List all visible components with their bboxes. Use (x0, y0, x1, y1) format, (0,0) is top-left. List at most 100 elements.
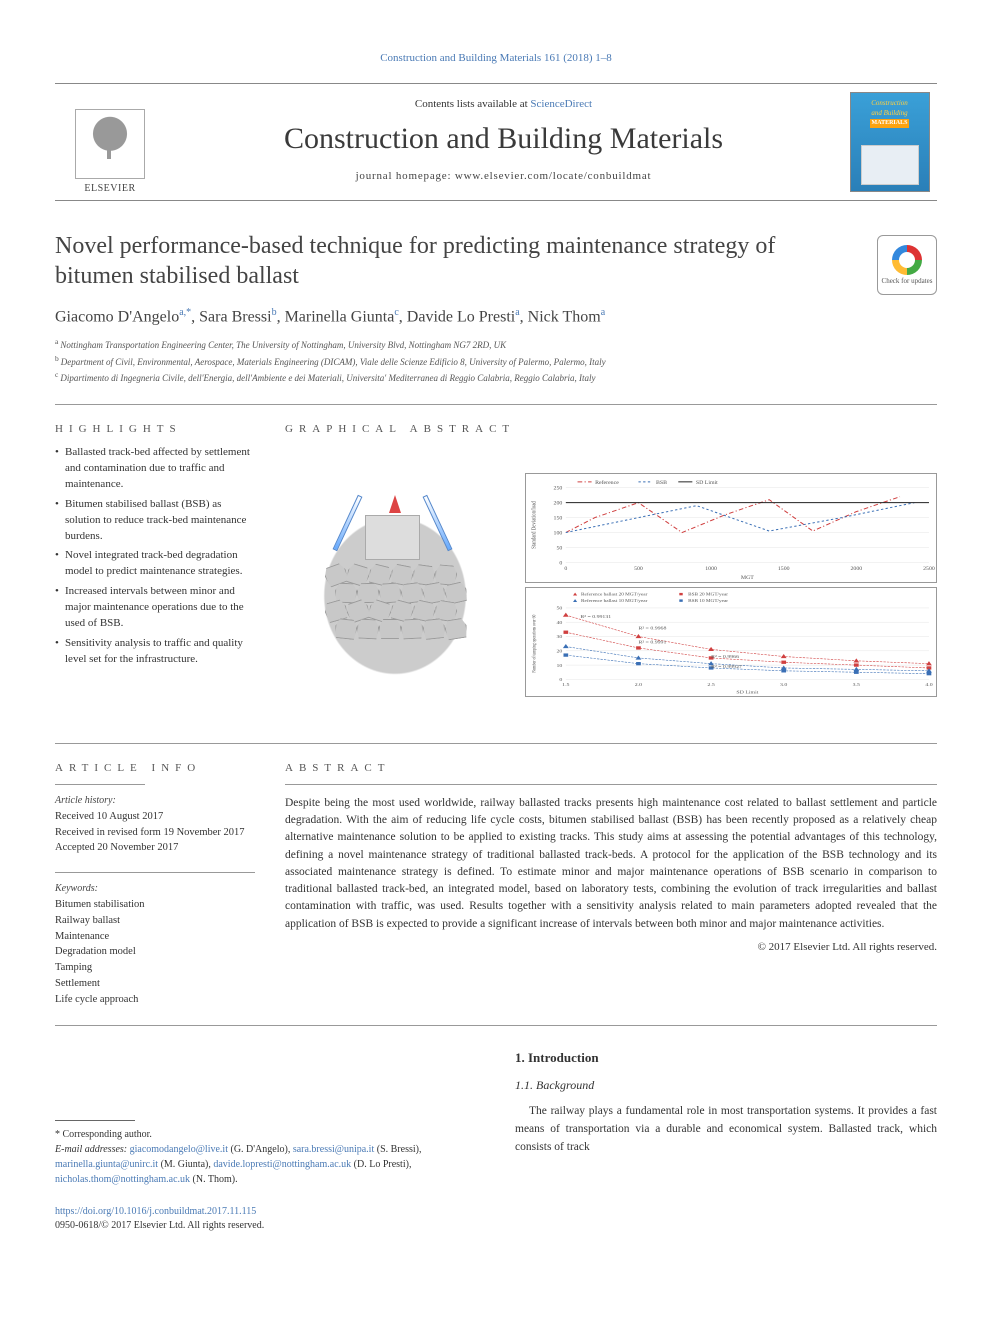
svg-text:2500: 2500 (923, 566, 935, 571)
homepage-url[interactable]: www.elsevier.com/locate/conbuildmat (455, 170, 652, 182)
svg-text:R² = 0.9991: R² = 0.9991 (638, 640, 666, 645)
svg-text:R² = 0.99927: R² = 0.99927 (711, 665, 742, 670)
cover-image-placeholder (861, 145, 919, 185)
email-attribution: (G. D'Angelo) (230, 1144, 287, 1155)
body-paragraph: The railway plays a fundamental role in … (515, 1103, 937, 1156)
svg-text:▲: ▲ (572, 592, 579, 597)
author-affil-mark: b (272, 307, 277, 318)
running-header-link[interactable]: Construction and Building Materials 161 … (380, 52, 612, 64)
author-affil-mark: a (515, 307, 519, 318)
cover-line2: and Building (855, 109, 925, 117)
journal-cover-thumbnail: Construction and Building MATERIALS (850, 92, 930, 192)
author-affil-mark: a,* (179, 307, 191, 318)
abstract-label: ABSTRACT (285, 762, 937, 774)
divider (55, 1025, 937, 1026)
issn-line: 0950-0618/© 2017 Elsevier Ltd. All right… (55, 1220, 264, 1231)
svg-text:250: 250 (554, 486, 563, 491)
svg-text:200: 200 (554, 501, 563, 506)
svg-text:MGT: MGT (741, 575, 755, 580)
svg-text:SD Limit: SD Limit (736, 690, 759, 695)
email-attribution: (N. Thom) (193, 1174, 236, 1185)
highlight-item: Bitumen stabilised ballast (BSB) as solu… (55, 497, 255, 545)
email-link[interactable]: marinella.giunta@unirc.it (55, 1159, 158, 1170)
journal-masthead: ELSEVIER Contents lists available at Sci… (55, 83, 937, 201)
article-body-start: 1. Introduction 1.1. Background The rail… (515, 1050, 937, 1233)
svg-text:1000: 1000 (705, 566, 717, 571)
footnote-rule (55, 1120, 135, 1121)
svg-text:2.0: 2.0 (635, 683, 643, 688)
ballast-stones-icon (325, 565, 465, 675)
contents-line: Contents lists available at ScienceDirec… (175, 98, 832, 110)
sciencedirect-link[interactable]: ScienceDirect (530, 98, 592, 110)
doi-link[interactable]: https://doi.org/10.1016/j.conbuildmat.20… (55, 1206, 256, 1217)
affiliations: aNottingham Transportation Engineering C… (55, 336, 937, 386)
ga-chart-bottom: 010203040501.52.02.53.03.54.0SD LimitNum… (525, 587, 937, 697)
ga-chart-top: 05010015020025005001000150020002500MGTSt… (525, 473, 937, 583)
email-attribution: (D. Lo Presti) (354, 1159, 409, 1170)
cover-line1: Construction (855, 99, 925, 107)
svg-text:50: 50 (556, 606, 562, 611)
graphical-abstract-label: GRAPHICAL ABSTRACT (285, 423, 937, 435)
svg-text:Reference ballast 20 MGT/year: Reference ballast 20 MGT/year (581, 592, 648, 596)
crossmark-badge[interactable]: Check for updates (877, 235, 937, 295)
highlight-item: Novel integrated track-bed degradation m… (55, 548, 255, 580)
svg-text:Number of tamping operations o: Number of tamping operations over 60 (531, 614, 537, 673)
svg-text:3.0: 3.0 (780, 683, 788, 688)
email-attribution: (S. Bressi) (377, 1144, 419, 1155)
graphical-illustration (285, 475, 505, 695)
affiliation-text: Department of Civil, Environmental, Aero… (61, 357, 606, 367)
journal-name: Construction and Building Materials (175, 122, 832, 156)
highlight-item: Increased intervals between minor and ma… (55, 584, 255, 632)
email-label: E-mail addresses: (55, 1144, 127, 1155)
email-link[interactable]: sara.bressi@unipa.it (293, 1144, 374, 1155)
tamping-tine-left-icon (333, 495, 363, 551)
svg-text:Standard Deviation/load: Standard Deviation/load (531, 501, 538, 549)
graphical-abstract: 05010015020025005001000150020002500MGTSt… (285, 445, 937, 725)
svg-text:Reference ballast 10 MGT/year: Reference ballast 10 MGT/year (581, 599, 648, 603)
cover-line3: MATERIALS (870, 119, 910, 128)
svg-text:20: 20 (556, 649, 562, 654)
svg-text:BSB 20 MGT/year: BSB 20 MGT/year (688, 592, 728, 596)
svg-text:SD Limit: SD Limit (696, 480, 718, 485)
svg-text:40: 40 (556, 620, 562, 625)
email-addresses: E-mail addresses: giacomodangelo@live.it… (55, 1142, 485, 1187)
corresponding-author-note: * Corresponding author. (55, 1127, 485, 1142)
footnote-block: * Corresponding author. E-mail addresses… (55, 1050, 485, 1233)
tamping-tine-right-icon (423, 495, 453, 551)
highlight-item: Ballasted track-bed affected by settleme… (55, 445, 255, 493)
author-name: Giacomo D'Angelo (55, 308, 179, 325)
svg-text:30: 30 (556, 635, 562, 640)
copyright-line: © 2017 Elsevier Ltd. All rights reserved… (285, 941, 937, 953)
running-header: Construction and Building Materials 161 … (55, 50, 937, 65)
divider (55, 404, 937, 405)
author-affil-mark: a (601, 307, 605, 318)
svg-text:2000: 2000 (851, 566, 863, 571)
svg-text:150: 150 (554, 516, 563, 521)
email-link[interactable]: nicholas.thom@nottingham.ac.uk (55, 1174, 190, 1185)
divider (285, 784, 937, 785)
history-label: Article history: (55, 795, 255, 806)
highlights-list: Ballasted track-bed affected by settleme… (55, 445, 255, 668)
divider (55, 743, 937, 744)
email-link[interactable]: davide.lopresti@nottingham.ac.uk (213, 1159, 351, 1170)
section-heading: 1. Introduction (515, 1050, 937, 1066)
crossmark-label: Check for updates (882, 278, 933, 286)
svg-text:500: 500 (634, 566, 643, 571)
keywords-label: Keywords: (55, 883, 255, 894)
email-link[interactable]: giacomodangelo@live.it (130, 1144, 228, 1155)
svg-text:■: ■ (679, 592, 684, 597)
uplift-arrow-icon (389, 495, 401, 513)
journal-homepage: journal homepage: www.elsevier.com/locat… (175, 170, 832, 182)
svg-text:BSB 10 MGT/year: BSB 10 MGT/year (688, 599, 728, 603)
svg-text:2.5: 2.5 (707, 683, 715, 688)
partial-divider (55, 784, 145, 785)
svg-text:10: 10 (556, 663, 562, 668)
homepage-prefix: journal homepage: (356, 170, 455, 182)
svg-text:R² = 0.99131: R² = 0.99131 (580, 614, 611, 619)
abstract-text: Despite being the most used worldwide, r… (285, 795, 937, 933)
svg-text:0: 0 (564, 566, 567, 571)
subsection-heading: 1.1. Background (515, 1078, 937, 1093)
svg-text:0: 0 (559, 561, 562, 566)
svg-text:100: 100 (554, 531, 563, 536)
highlights-label: HIGHLIGHTS (55, 423, 255, 435)
